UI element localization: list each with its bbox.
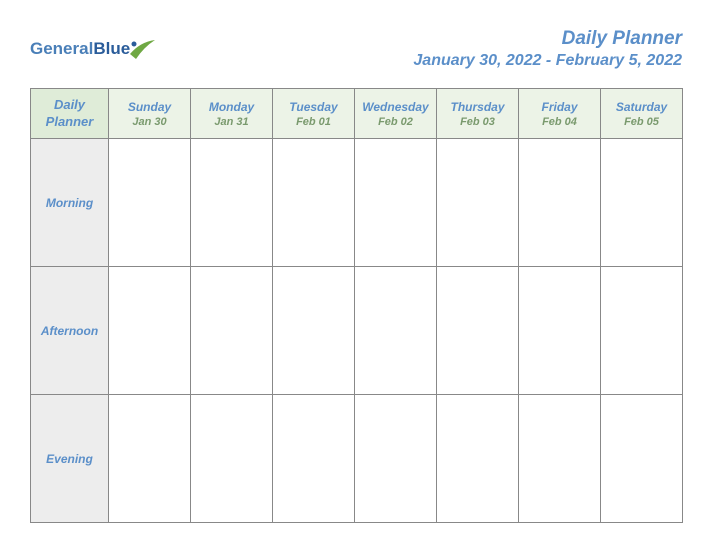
day-date: Feb 02 bbox=[355, 116, 436, 128]
day-header: Friday Feb 04 bbox=[519, 89, 601, 139]
planner-cell[interactable] bbox=[437, 395, 519, 523]
day-date: Feb 03 bbox=[437, 116, 518, 128]
planner-cell[interactable] bbox=[273, 395, 355, 523]
planner-table: Daily Planner Sunday Jan 30 Monday Jan 3… bbox=[30, 88, 683, 523]
table-row: Morning bbox=[31, 139, 683, 267]
period-label: Morning bbox=[31, 139, 109, 267]
day-name: Wednesday bbox=[355, 100, 436, 114]
page-subtitle: January 30, 2022 - February 5, 2022 bbox=[413, 52, 682, 70]
logo-text-general: General bbox=[30, 39, 93, 58]
planner-cell[interactable] bbox=[109, 395, 191, 523]
day-date: Jan 31 bbox=[191, 116, 272, 128]
planner-cell[interactable] bbox=[191, 139, 273, 267]
day-name: Monday bbox=[191, 100, 272, 114]
planner-cell[interactable] bbox=[191, 395, 273, 523]
day-header: Monday Jan 31 bbox=[191, 89, 273, 139]
planner-cell[interactable] bbox=[437, 139, 519, 267]
day-name: Tuesday bbox=[273, 100, 354, 114]
planner-cell[interactable] bbox=[601, 139, 683, 267]
day-name: Thursday bbox=[437, 100, 518, 114]
day-name: Friday bbox=[519, 100, 600, 114]
planner-cell[interactable] bbox=[355, 267, 437, 395]
day-date: Feb 05 bbox=[601, 116, 682, 128]
page-title: Daily Planner bbox=[413, 28, 682, 50]
planner-cell[interactable] bbox=[273, 139, 355, 267]
day-name: Sunday bbox=[109, 100, 190, 114]
day-date: Feb 04 bbox=[519, 116, 600, 128]
day-date: Jan 30 bbox=[109, 116, 190, 128]
day-header: Tuesday Feb 01 bbox=[273, 89, 355, 139]
planner-cell[interactable] bbox=[601, 395, 683, 523]
logo: GeneralBlue bbox=[30, 34, 158, 64]
header-row: Daily Planner Sunday Jan 30 Monday Jan 3… bbox=[31, 89, 683, 139]
logo-text-blue: Blue bbox=[93, 39, 130, 58]
planner-cell[interactable] bbox=[519, 267, 601, 395]
planner-cell[interactable] bbox=[109, 267, 191, 395]
day-header: Wednesday Feb 02 bbox=[355, 89, 437, 139]
day-header: Thursday Feb 03 bbox=[437, 89, 519, 139]
planner-cell[interactable] bbox=[437, 267, 519, 395]
swoosh-icon bbox=[128, 34, 158, 64]
table-row: Evening bbox=[31, 395, 683, 523]
planner-cell[interactable] bbox=[109, 139, 191, 267]
planner-cell[interactable] bbox=[273, 267, 355, 395]
header: GeneralBlue Daily Planner January 30, 20… bbox=[30, 28, 682, 70]
title-block: Daily Planner January 30, 2022 - Februar… bbox=[413, 28, 682, 70]
planner-cell[interactable] bbox=[355, 139, 437, 267]
period-label: Evening bbox=[31, 395, 109, 523]
day-name: Saturday bbox=[601, 100, 682, 114]
period-label: Afternoon bbox=[31, 267, 109, 395]
planner-cell[interactable] bbox=[601, 267, 683, 395]
day-date: Feb 01 bbox=[273, 116, 354, 128]
day-header: Saturday Feb 05 bbox=[601, 89, 683, 139]
day-header: Sunday Jan 30 bbox=[109, 89, 191, 139]
corner-cell: Daily Planner bbox=[31, 89, 109, 139]
planner-cell[interactable] bbox=[355, 395, 437, 523]
planner-cell[interactable] bbox=[519, 139, 601, 267]
table-row: Afternoon bbox=[31, 267, 683, 395]
planner-cell[interactable] bbox=[191, 267, 273, 395]
planner-cell[interactable] bbox=[519, 395, 601, 523]
